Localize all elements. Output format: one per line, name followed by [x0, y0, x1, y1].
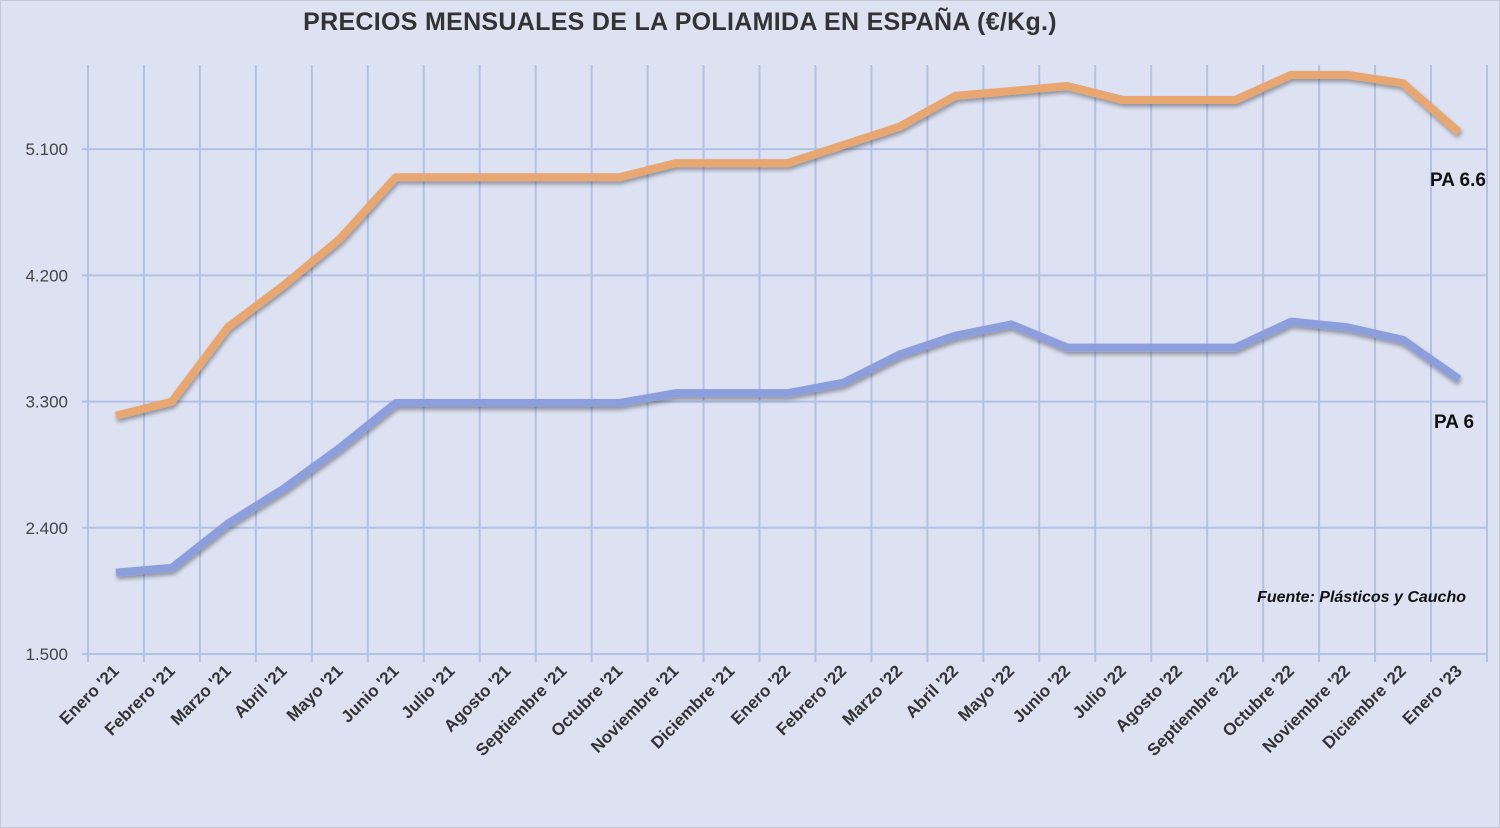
- y-tick-label: 3.300: [25, 393, 68, 412]
- series-line-pa6: [115, 317, 1462, 577]
- y-tick-label: 5.100: [25, 140, 68, 159]
- x-tick-label: Abril '22: [902, 661, 962, 721]
- chart-title: PRECIOS MENSUALES DE LA POLIAMIDA EN ESP…: [303, 8, 1057, 36]
- x-tick-label: Marzo '21: [167, 661, 235, 729]
- x-tick-label: Mayo '22: [954, 661, 1018, 725]
- x-tick-label: Mayo '21: [283, 661, 347, 725]
- source-annotation: Fuente: Plásticos y Caucho: [1257, 589, 1466, 606]
- y-tick-label: 2.400: [25, 519, 68, 538]
- series-line-pa66: [115, 70, 1462, 420]
- x-tick-label: Junio '22: [1009, 661, 1074, 726]
- y-tick-label: 1.500: [25, 645, 68, 664]
- y-tick-label: 4.200: [25, 266, 68, 285]
- x-tick-label: Enero '23: [1399, 661, 1466, 728]
- x-tick-label: Junio '21: [338, 661, 403, 726]
- series-label-pa66: PA 6.6: [1430, 170, 1486, 191]
- x-tick-label: Marzo '22: [839, 661, 907, 729]
- x-tick-label: Abril '21: [230, 661, 290, 721]
- series-label-pa6: PA 6: [1434, 412, 1474, 433]
